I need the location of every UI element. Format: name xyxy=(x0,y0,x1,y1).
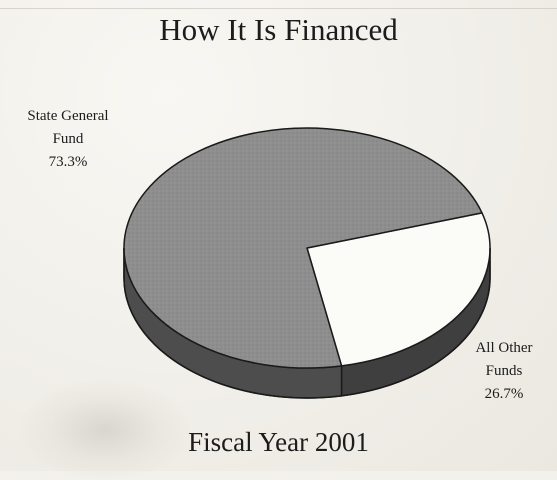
pie-slice-state-general-fund xyxy=(123,127,483,369)
slice-name-line-2: Fund xyxy=(52,131,84,147)
scan-smudge xyxy=(20,380,190,480)
pie-rim-outline xyxy=(123,248,491,399)
scan-edge-line xyxy=(0,8,557,9)
chart-title: How It Is Financed xyxy=(159,12,398,47)
slice-value-label: 73.3% xyxy=(48,154,88,170)
slice-name-line-2: Funds xyxy=(485,363,523,379)
slice-value-label: 26.7% xyxy=(484,386,524,402)
pie-group xyxy=(123,127,491,399)
chart-footer: Fiscal Year 2001 xyxy=(188,427,369,457)
pie-slice-all-other-funds xyxy=(306,212,491,367)
slice-name-line-1: All Other xyxy=(475,340,533,356)
slice-label-all-other-funds: All Other Funds 26.7% xyxy=(456,337,552,406)
slice-label-state-general-fund: State General Fund 73.3% xyxy=(8,105,128,174)
slice-name-line-1: State General xyxy=(27,108,109,124)
